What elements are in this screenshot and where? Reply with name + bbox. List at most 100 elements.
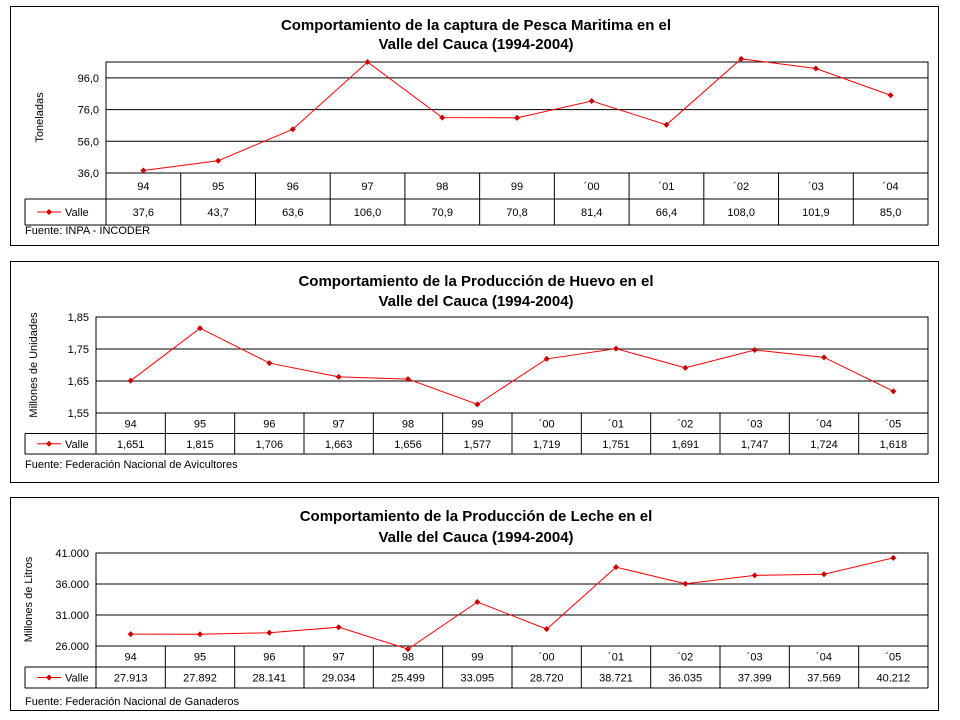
data-point bbox=[543, 355, 550, 362]
y-axis-label: Millones de Unidades bbox=[28, 312, 40, 418]
data-value-label: 29.034 bbox=[322, 673, 356, 685]
data-point bbox=[405, 646, 411, 653]
x-category-label: 94 bbox=[137, 181, 149, 193]
data-point bbox=[266, 360, 273, 367]
y-tick-label: 56,0 bbox=[78, 136, 99, 148]
data-point bbox=[197, 325, 203, 332]
data-point bbox=[514, 114, 520, 121]
data-point bbox=[215, 157, 222, 164]
x-category-label: 95 bbox=[194, 418, 206, 430]
data-point bbox=[663, 121, 670, 128]
series-line-valle bbox=[130, 557, 894, 650]
plot-area bbox=[95, 316, 929, 414]
data-value-label: 28.141 bbox=[253, 673, 287, 685]
legend-label: Valle bbox=[65, 207, 89, 219]
data-point bbox=[821, 571, 827, 578]
data-point bbox=[364, 59, 371, 65]
chart-subtitle: Valle del Cauca (1994-2004) bbox=[378, 293, 573, 310]
data-value-label: 1,618 bbox=[880, 439, 908, 451]
data-value-label: 43,7 bbox=[207, 207, 228, 219]
data-point bbox=[812, 65, 819, 72]
data-point bbox=[738, 55, 745, 62]
x-category-label: 97 bbox=[333, 418, 345, 430]
chart-subtitle: Valle del Cauca (1994-2004) bbox=[378, 529, 573, 546]
chart-pesca-svg: Comportamiento de la captura de Pesca Ma… bbox=[24, 17, 929, 237]
data-point bbox=[890, 388, 897, 395]
data-point bbox=[127, 377, 134, 384]
chart-title: Comportamiento de la Producción de Leche… bbox=[300, 508, 653, 525]
y-tick-label: 1,55 bbox=[68, 408, 89, 420]
x-category-label: ´05 bbox=[885, 652, 901, 664]
data-value-label: 70,9 bbox=[432, 207, 453, 219]
data-value-label: 108,0 bbox=[727, 207, 755, 219]
data-value-label: 1,651 bbox=[117, 439, 145, 451]
data-point bbox=[613, 564, 619, 571]
chart-leche-svg: Comportamiento de la Producción de Leche… bbox=[23, 508, 929, 708]
data-value-label: 1,706 bbox=[256, 439, 284, 451]
x-category-label: 98 bbox=[402, 652, 414, 664]
data-value-label: 1,656 bbox=[394, 439, 422, 451]
data-value-label: 27.892 bbox=[183, 673, 217, 685]
series-line-valle bbox=[130, 327, 894, 405]
x-category-label: ´04 bbox=[883, 181, 899, 193]
data-value-label: 28.720 bbox=[530, 673, 564, 685]
data-value-label: 33.095 bbox=[461, 673, 495, 685]
x-category-label: ´01 bbox=[608, 652, 624, 664]
legend-label: Valle bbox=[65, 673, 89, 685]
y-axis-label: Toneladas bbox=[34, 92, 46, 143]
y-tick-label: 41.000 bbox=[55, 548, 89, 560]
data-value-label: 37.399 bbox=[738, 673, 772, 685]
data-point bbox=[474, 599, 481, 606]
y-tick-label: 1,65 bbox=[68, 376, 89, 388]
x-category-label: 97 bbox=[333, 652, 345, 664]
x-category-label: ´03 bbox=[747, 418, 763, 430]
data-point bbox=[197, 631, 203, 638]
x-category-label: 96 bbox=[263, 652, 275, 664]
data-point bbox=[887, 92, 894, 99]
data-value-label: 1,691 bbox=[672, 439, 700, 451]
x-category-label: ´02 bbox=[677, 418, 693, 430]
data-point bbox=[474, 401, 481, 408]
y-tick-label: 1,85 bbox=[68, 312, 89, 324]
y-tick-label: 96,0 bbox=[78, 73, 99, 85]
x-category-label: ´01 bbox=[608, 418, 624, 430]
data-point bbox=[682, 580, 689, 587]
y-tick-label: 26.000 bbox=[55, 641, 89, 653]
x-category-label: 94 bbox=[125, 652, 137, 664]
legend-label: Valle bbox=[65, 439, 89, 451]
source-note: Fuente: Federación Nacional de Ganaderos bbox=[25, 696, 240, 708]
x-category-label: 95 bbox=[212, 181, 224, 193]
y-tick-label: 36.000 bbox=[55, 579, 89, 591]
source-note: Fuente: INPA - INCODER bbox=[25, 225, 150, 237]
data-value-label: 66,4 bbox=[656, 207, 677, 219]
data-point bbox=[613, 345, 619, 352]
data-point bbox=[588, 98, 595, 105]
data-point bbox=[335, 624, 342, 631]
data-value-label: 81,4 bbox=[581, 207, 602, 219]
x-category-label: ´00 bbox=[539, 418, 555, 430]
data-value-label: 1,663 bbox=[325, 439, 353, 451]
data-value-label: 85,0 bbox=[880, 207, 901, 219]
x-category-label: ´05 bbox=[885, 418, 901, 430]
data-point bbox=[543, 626, 550, 633]
x-category-label: 97 bbox=[361, 181, 373, 193]
data-point bbox=[682, 364, 689, 371]
data-point bbox=[266, 629, 273, 636]
data-point bbox=[821, 354, 827, 361]
data-value-label: 1,577 bbox=[464, 439, 492, 451]
x-category-label: 94 bbox=[125, 418, 137, 430]
data-value-label: 25.499 bbox=[391, 673, 425, 685]
data-value-label: 38.721 bbox=[599, 673, 633, 685]
data-value-label: 101,9 bbox=[802, 207, 830, 219]
legend-marker bbox=[46, 674, 52, 681]
data-value-label: 1,815 bbox=[186, 439, 214, 451]
legend-marker bbox=[46, 209, 52, 215]
data-value-label: 1,719 bbox=[533, 439, 561, 451]
x-category-label: ´04 bbox=[816, 418, 832, 430]
x-category-label: 99 bbox=[471, 652, 483, 664]
data-value-label: 36.035 bbox=[669, 673, 703, 685]
x-category-label: 98 bbox=[402, 418, 414, 430]
x-category-label: ´00 bbox=[584, 181, 600, 193]
data-point bbox=[335, 373, 342, 380]
data-value-label: 106,0 bbox=[354, 207, 382, 219]
